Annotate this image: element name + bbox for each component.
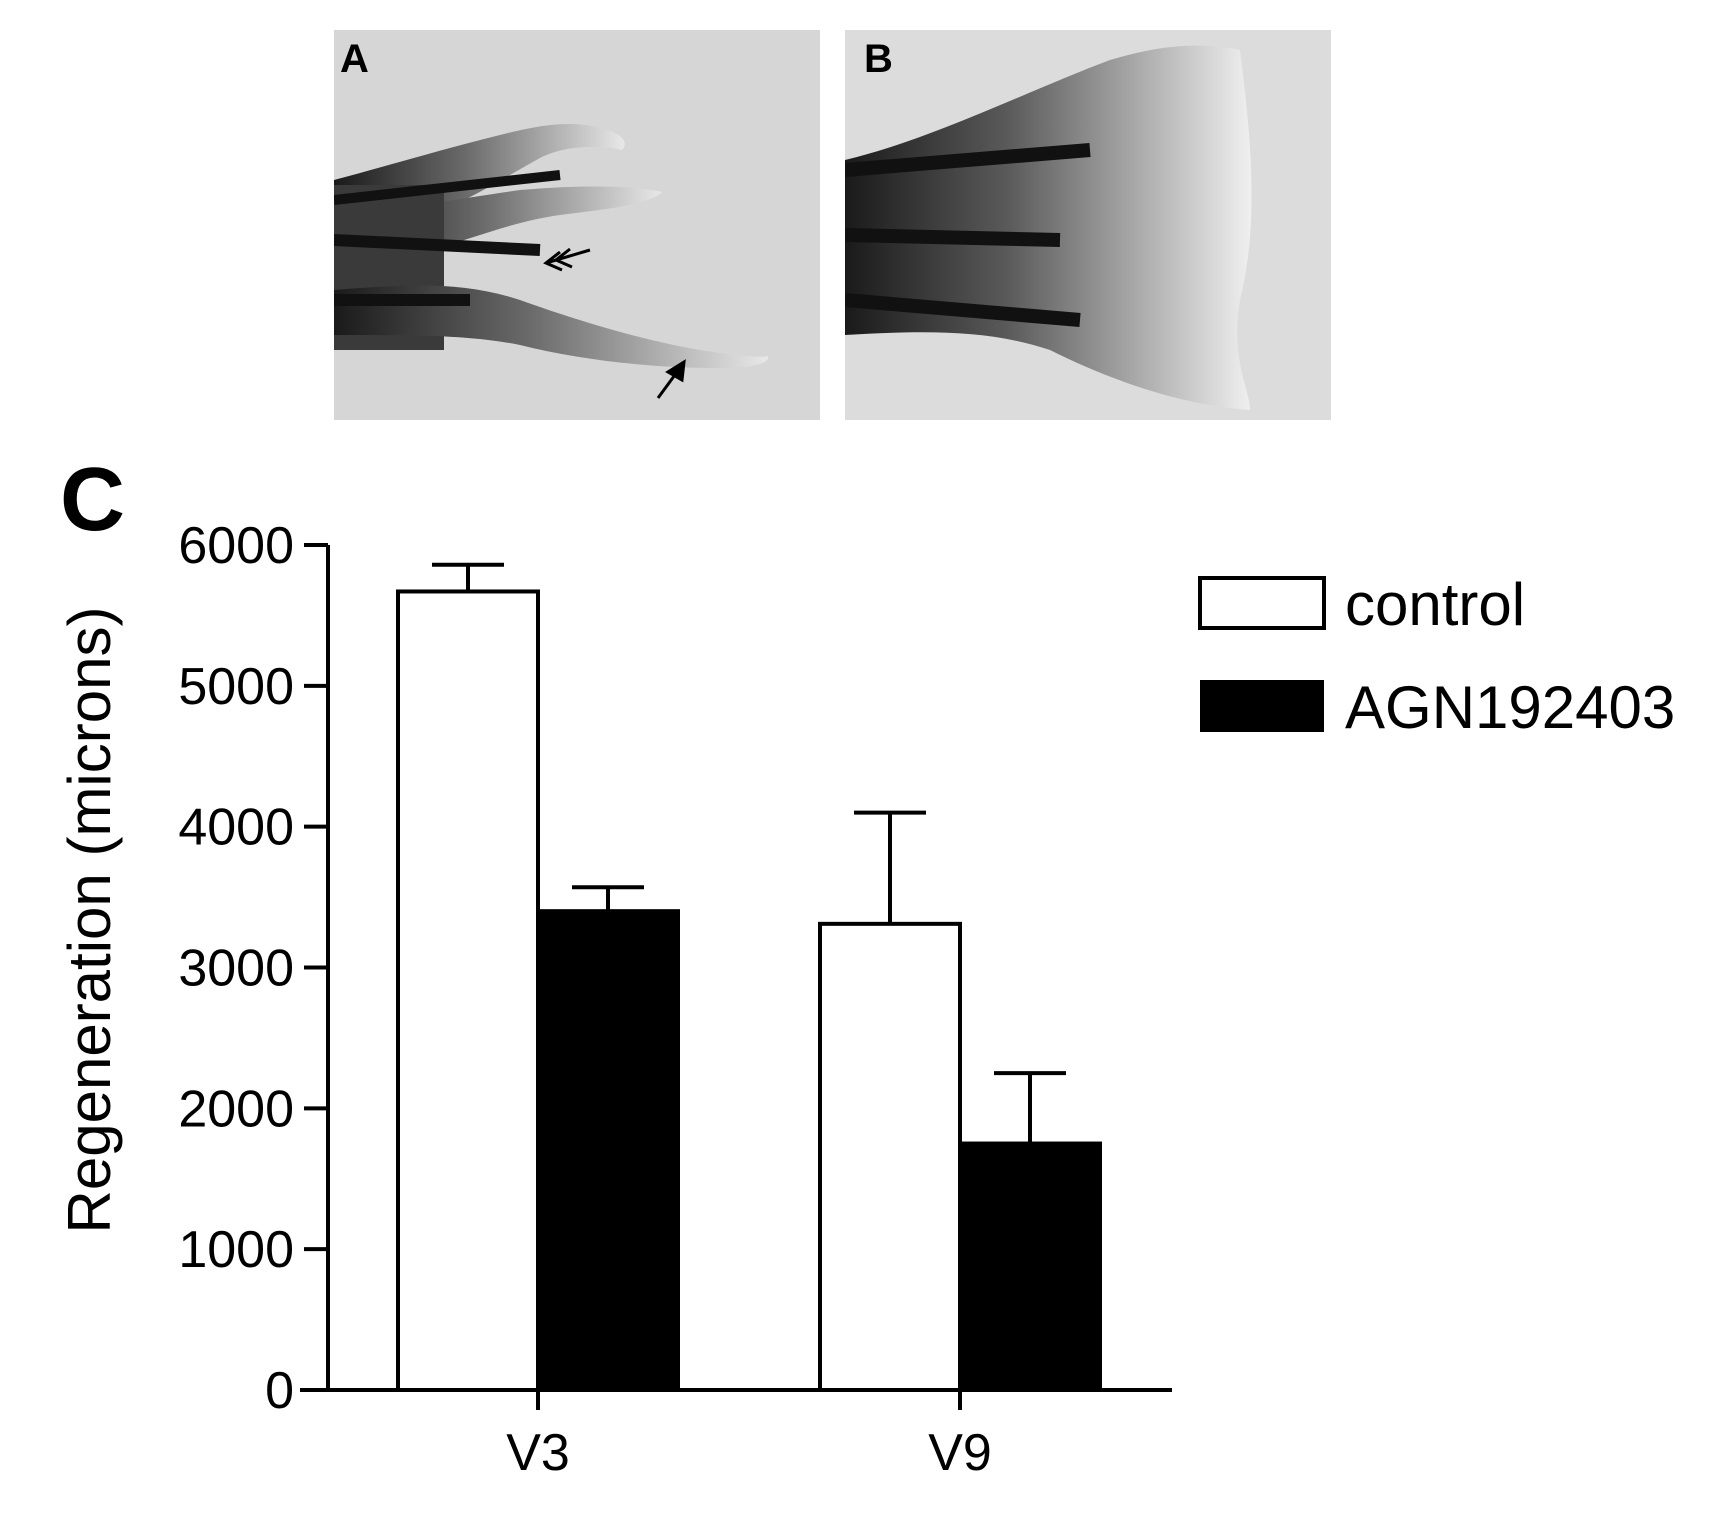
legend-label-agn192403: AGN192403 xyxy=(1345,674,1675,741)
panel-letter-a: A xyxy=(340,37,369,81)
double-arrow-marker xyxy=(543,247,591,272)
fin-stripe-b3 xyxy=(845,293,1081,327)
legend-swatch-control xyxy=(1198,576,1326,630)
legend-label-control: control xyxy=(1345,571,1525,638)
y-tick-label: 4000 xyxy=(178,799,294,857)
y-tick-label: 5000 xyxy=(178,658,294,716)
panel-b-photo xyxy=(845,30,1331,420)
bar-chart: 0 1000 2000 3000 4000 5000 6000 V3 V9 Regenerat… xyxy=(56,517,1675,1482)
y-axis-label: Regeneration (microns) xyxy=(56,607,123,1234)
panel-letter-c: C xyxy=(60,450,125,550)
arrow-marker xyxy=(656,359,686,399)
bar-agn192403-v9 xyxy=(958,1141,1102,1392)
x-tick-label: V3 xyxy=(506,1424,570,1482)
legend-swatch-agn192403 xyxy=(1200,680,1324,732)
y-tick-label: 6000 xyxy=(178,517,294,575)
y-tick-label: 1000 xyxy=(178,1221,294,1279)
bars xyxy=(396,562,1102,1393)
y-ticks: 0 1000 2000 3000 4000 5000 6000 xyxy=(178,517,328,1420)
bar-agn192403-v3 xyxy=(536,909,680,1393)
bar-control-v3 xyxy=(396,589,540,1392)
panel-a-photo xyxy=(334,30,820,420)
legend: control AGN192403 xyxy=(1198,571,1675,741)
fin-stripe-b1 xyxy=(845,143,1091,177)
y-tick-label: 2000 xyxy=(178,1080,294,1138)
y-tick-label: 0 xyxy=(265,1362,294,1420)
fin-stripe-b2 xyxy=(845,228,1061,247)
fin-stripe-2 xyxy=(334,234,541,256)
fin-whole xyxy=(845,45,1252,411)
y-tick-label: 3000 xyxy=(178,940,294,998)
fin-lower-lobe xyxy=(334,285,769,368)
x-ticks: V3 V9 xyxy=(506,1390,992,1482)
x-tick-label: V9 xyxy=(928,1424,992,1482)
panel-letter-b: B xyxy=(864,37,893,81)
bar-control-v9 xyxy=(818,921,962,1392)
fin-stripe-1 xyxy=(334,170,561,205)
